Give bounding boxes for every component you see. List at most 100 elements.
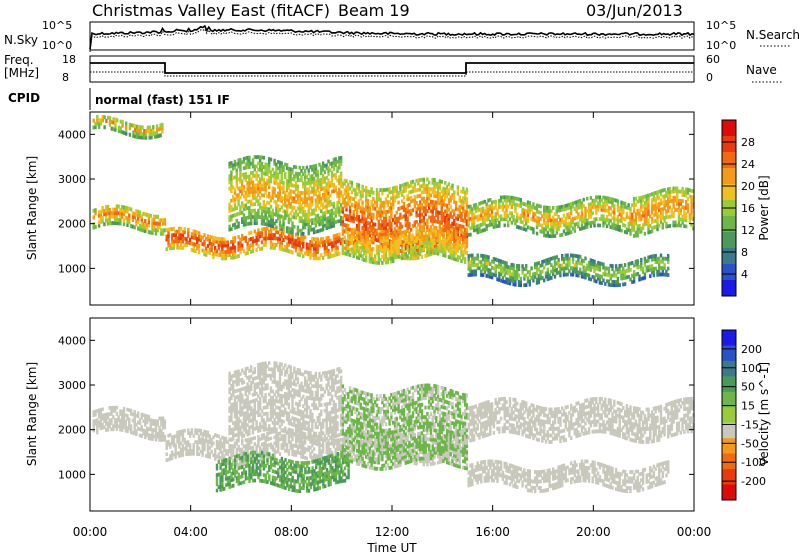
heatmap-cell: [248, 199, 251, 204]
heatmap-cell: [329, 203, 332, 207]
heatmap-cell: [161, 416, 165, 421]
heatmap-cell: [262, 193, 265, 198]
heatmap-cell: [591, 275, 594, 279]
heatmap-cell: [426, 199, 429, 204]
heatmap-cell: [445, 244, 449, 249]
heatmap-cell: [302, 210, 305, 214]
heatmap-cell: [303, 169, 307, 173]
heatmap-cell: [460, 259, 463, 264]
heatmap-cell: [467, 266, 470, 271]
heatmap-cell: [449, 230, 452, 235]
freq-label-2: [MHz]: [4, 66, 39, 80]
heatmap-cell: [658, 266, 661, 271]
heatmap-cell: [345, 214, 348, 218]
heatmap-cell: [359, 253, 362, 258]
heatmap-cell: [584, 275, 587, 280]
heatmap-cell: [379, 229, 382, 234]
heatmap-cell: [508, 217, 512, 222]
heatmap-cell: [602, 220, 605, 225]
heatmap-cell: [206, 430, 210, 435]
heatmap-cell: [532, 278, 535, 283]
heatmap-cell: [462, 240, 465, 245]
heatmap-cell: [271, 211, 274, 216]
heatmap-cell: [570, 221, 573, 225]
heatmap-cell: [499, 265, 503, 270]
heatmap-cell: [402, 189, 406, 193]
heatmap-cell: [260, 221, 264, 226]
heatmap-cell: [410, 208, 413, 213]
heatmap-cell: [250, 202, 253, 207]
heatmap-cell: [406, 222, 409, 227]
heatmap-cell: [137, 128, 141, 133]
heatmap-cell: [528, 282, 531, 287]
heatmap-cell: [368, 215, 371, 220]
heatmap-cell: [327, 169, 330, 173]
heatmap-cell: [334, 246, 337, 251]
heatmap-cell: [438, 198, 442, 203]
heatmap-cell: [298, 197, 301, 201]
heatmap-cell: [187, 440, 190, 444]
heatmap-cell: [266, 166, 269, 170]
heatmap-cell: [595, 266, 598, 271]
heatmap-cell: [323, 239, 327, 244]
heatmap-cell: [507, 214, 510, 218]
heatmap-cell: [406, 206, 409, 211]
heatmap-cell: [248, 158, 251, 163]
heatmap-cell: [239, 462, 242, 467]
heatmap-cell: [570, 266, 573, 271]
heatmap-cell: [440, 240, 443, 244]
heatmap-cell: [528, 269, 531, 274]
heatmap-cell: [230, 176, 233, 181]
heatmap-cell: [679, 208, 682, 212]
heatmap-cell: [356, 223, 359, 228]
heatmap-cell: [154, 419, 158, 424]
heatmap-cell: [178, 245, 181, 250]
heatmap-cell: [406, 238, 409, 243]
heatmap-cell: [97, 414, 101, 419]
heatmap-cell: [257, 234, 260, 239]
heatmap-cell: [147, 220, 151, 225]
heatmap-cell: [472, 219, 476, 223]
heatmap-cell: [618, 270, 621, 275]
heatmap-cell: [363, 242, 366, 247]
heatmap-cell: [325, 216, 328, 221]
heatmap-cell: [206, 445, 210, 450]
heatmap-cell: [215, 239, 219, 244]
heatmap-cell: [307, 231, 310, 236]
nsky-tick-top: 10^5: [42, 19, 72, 32]
heatmap-cell: [681, 217, 684, 222]
heatmap-cell: [305, 252, 309, 256]
heatmap-cell: [532, 211, 535, 216]
heatmap-cell: [215, 454, 219, 459]
heatmap-cell: [399, 187, 402, 192]
heatmap-cell: [516, 263, 519, 268]
heatmap-cell: [438, 233, 442, 237]
heatmap-cell: [269, 223, 273, 228]
heatmap-cell: [137, 213, 140, 218]
heatmap-cell: [553, 268, 557, 273]
heatmap-cell: [436, 197, 440, 202]
heatmap-cell: [652, 194, 656, 199]
heatmap-cell: [519, 276, 522, 281]
heatmap-cell: [197, 247, 201, 251]
heatmap-cell: [330, 161, 334, 166]
heatmap-cell: [260, 454, 264, 459]
heatmap-cell: [275, 162, 278, 167]
heatmap-cell: [429, 203, 433, 207]
heatmap-cell: [383, 251, 386, 256]
heatmap-cell: [298, 237, 301, 241]
heatmap-cell: [140, 425, 143, 429]
heatmap-cell: [205, 237, 208, 241]
heatmap-cell: [472, 222, 476, 226]
heatmap-cell: [472, 216, 476, 220]
heatmap-cell: [257, 244, 260, 249]
heatmap-cell: [356, 192, 359, 197]
heatmap-cell: [422, 234, 425, 239]
heatmap-cell: [519, 226, 522, 230]
heatmap-cell: [674, 208, 677, 212]
heatmap-cell: [99, 426, 102, 431]
heatmap-cell: [408, 241, 411, 245]
heatmap-cell: [647, 265, 650, 269]
heatmap-cell: [505, 264, 508, 269]
heatmap-cell: [659, 207, 663, 212]
